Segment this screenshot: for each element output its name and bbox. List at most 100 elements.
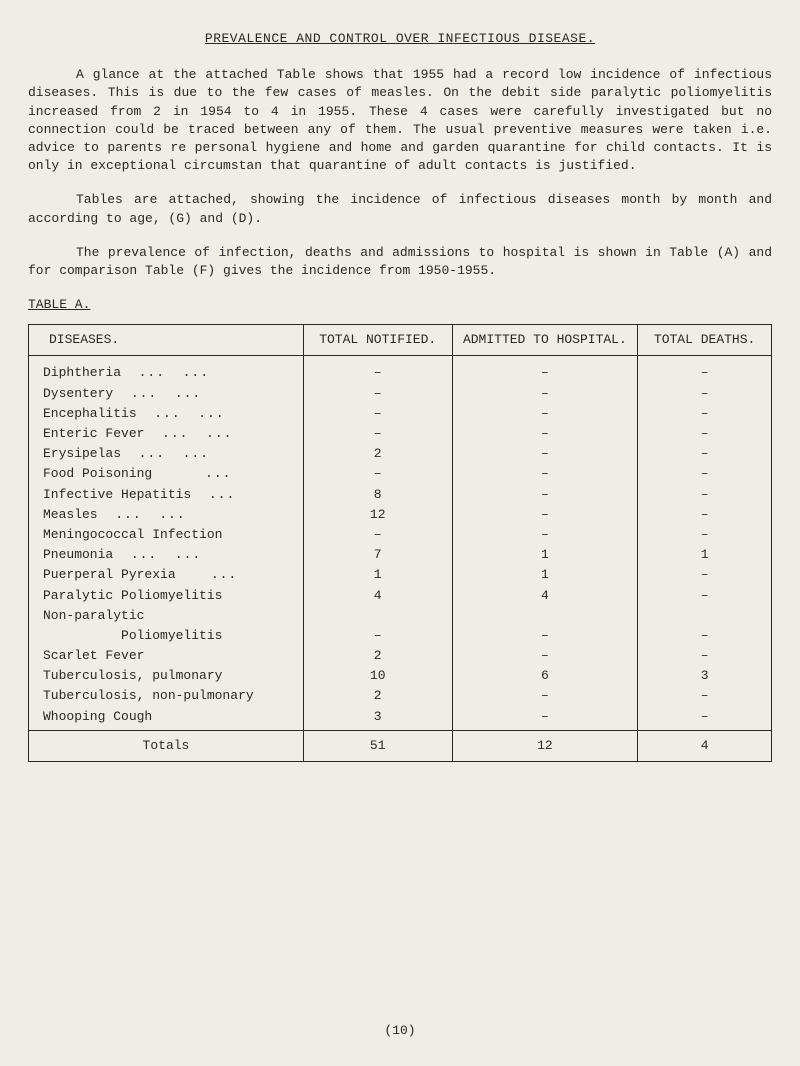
cell-deaths: – [638, 505, 772, 525]
cell-disease: Tuberculosis, pulmonary [29, 666, 304, 686]
cell-admitted: 1 [452, 545, 638, 565]
cell-disease: Poliomyelitis [29, 626, 304, 646]
cell-deaths: – [638, 686, 772, 706]
cell-disease: Enteric Fever ... ... [29, 424, 304, 444]
col-header-notified: TOTAL NOTIFIED. [303, 325, 452, 356]
col-header-admitted: ADMITTED TO HOSPITAL. [452, 325, 638, 356]
table-row: Measles ... ...12–– [29, 505, 772, 525]
cell-notified: 8 [303, 485, 452, 505]
disease-table: DISEASES. TOTAL NOTIFIED. ADMITTED TO HO… [28, 324, 772, 762]
cell-notified: 2 [303, 646, 452, 666]
table-row: Meningococcal Infection––– [29, 525, 772, 545]
table-row: Dysentery ... ...––– [29, 384, 772, 404]
cell-deaths: – [638, 464, 772, 484]
table-row: Food Poisoning ...––– [29, 464, 772, 484]
cell-disease: Measles ... ... [29, 505, 304, 525]
cell-disease: Infective Hepatitis ... [29, 485, 304, 505]
cell-admitted: – [452, 356, 638, 384]
cell-deaths: – [638, 404, 772, 424]
cell-notified: 7 [303, 545, 452, 565]
cell-disease: Erysipelas ... ... [29, 444, 304, 464]
table-row: Tuberculosis, pulmonary1063 [29, 666, 772, 686]
cell-deaths: – [638, 646, 772, 666]
cell-notified: – [303, 626, 452, 646]
cell-deaths: – [638, 565, 772, 585]
table-row: Scarlet Fever2–– [29, 646, 772, 666]
paragraph-1: A glance at the attached Table shows tha… [28, 66, 772, 175]
cell-disease: Paralytic Poliomyelitis [29, 586, 304, 606]
table-row: Tuberculosis, non-pulmonary2–– [29, 686, 772, 706]
table-totals-row: Totals 51 12 4 [29, 730, 772, 761]
table-row: Infective Hepatitis ...8–– [29, 485, 772, 505]
cell-admitted: – [452, 424, 638, 444]
totals-deaths: 4 [638, 730, 772, 761]
cell-notified: 4 [303, 586, 452, 606]
cell-notified: – [303, 464, 452, 484]
cell-disease: Dysentery ... ... [29, 384, 304, 404]
page-title: PREVALENCE AND CONTROL OVER INFECTIOUS D… [28, 30, 772, 48]
cell-admitted: 6 [452, 666, 638, 686]
cell-disease: Pneumonia ... ... [29, 545, 304, 565]
cell-disease: Puerperal Pyrexia ... [29, 565, 304, 585]
totals-admitted: 12 [452, 730, 638, 761]
cell-disease: Food Poisoning ... [29, 464, 304, 484]
cell-notified: – [303, 404, 452, 424]
table-row: Whooping Cough3–– [29, 707, 772, 731]
cell-notified: – [303, 424, 452, 444]
cell-admitted: – [452, 525, 638, 545]
cell-notified: 12 [303, 505, 452, 525]
paragraph-2: Tables are attached, showing the inciden… [28, 191, 772, 227]
cell-notified: 2 [303, 444, 452, 464]
cell-admitted: 4 [452, 586, 638, 606]
table-row: Diphtheria ... ...––– [29, 356, 772, 384]
paragraph-3: The prevalence of infection, deaths and … [28, 244, 772, 280]
table-row: Encephalitis ... ...––– [29, 404, 772, 424]
table-row: Enteric Fever ... ...––– [29, 424, 772, 444]
cell-notified: 2 [303, 686, 452, 706]
totals-label: Totals [29, 730, 304, 761]
cell-deaths: – [638, 424, 772, 444]
cell-admitted: – [452, 384, 638, 404]
cell-disease: Tuberculosis, non-pulmonary [29, 686, 304, 706]
cell-admitted [452, 606, 638, 626]
cell-deaths: 1 [638, 545, 772, 565]
cell-deaths: – [638, 707, 772, 731]
cell-deaths: – [638, 356, 772, 384]
table-row: Erysipelas ... ...2–– [29, 444, 772, 464]
totals-notified: 51 [303, 730, 452, 761]
table-header-row: DISEASES. TOTAL NOTIFIED. ADMITTED TO HO… [29, 325, 772, 356]
table-row: Paralytic Poliomyelitis44– [29, 586, 772, 606]
cell-disease: Non-paralytic [29, 606, 304, 626]
cell-disease: Diphtheria ... ... [29, 356, 304, 384]
cell-notified: – [303, 356, 452, 384]
cell-notified: 3 [303, 707, 452, 731]
cell-admitted: – [452, 505, 638, 525]
cell-disease: Encephalitis ... ... [29, 404, 304, 424]
col-header-disease: DISEASES. [29, 325, 304, 356]
table-label: TABLE A. [28, 296, 772, 314]
cell-deaths: 3 [638, 666, 772, 686]
table-row: Puerperal Pyrexia ...11– [29, 565, 772, 585]
cell-admitted: 1 [452, 565, 638, 585]
cell-deaths: – [638, 586, 772, 606]
cell-notified: – [303, 525, 452, 545]
cell-admitted: – [452, 404, 638, 424]
cell-admitted: – [452, 686, 638, 706]
cell-disease: Scarlet Fever [29, 646, 304, 666]
cell-notified [303, 606, 452, 626]
cell-admitted: – [452, 626, 638, 646]
cell-deaths: – [638, 525, 772, 545]
cell-notified: 10 [303, 666, 452, 686]
cell-admitted: – [452, 464, 638, 484]
cell-disease: Meningococcal Infection [29, 525, 304, 545]
cell-disease: Whooping Cough [29, 707, 304, 731]
cell-deaths: – [638, 626, 772, 646]
cell-admitted: – [452, 707, 638, 731]
cell-notified: 1 [303, 565, 452, 585]
page-number: (10) [0, 1022, 800, 1040]
table-row: Non-paralytic [29, 606, 772, 626]
cell-admitted: – [452, 444, 638, 464]
cell-admitted: – [452, 646, 638, 666]
cell-admitted: – [452, 485, 638, 505]
table-row: Pneumonia ... ...711 [29, 545, 772, 565]
